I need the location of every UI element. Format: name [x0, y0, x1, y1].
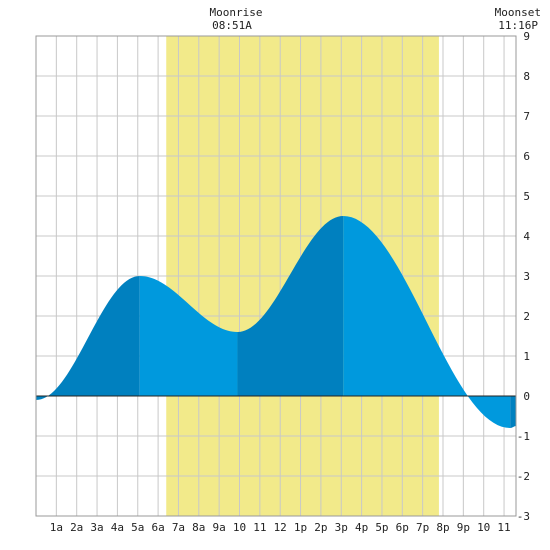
x-tick-label: 1p: [294, 521, 307, 534]
y-tick-label: 8: [523, 70, 530, 83]
x-tick-label: 7a: [172, 521, 185, 534]
y-tick-label: 5: [523, 190, 530, 203]
x-tick-label: 9a: [213, 521, 226, 534]
x-tick-label: 8a: [192, 521, 205, 534]
tide-segment-rising: [237, 216, 344, 396]
tide-segment-falling: [139, 276, 238, 396]
y-tick-label: -1: [517, 430, 530, 443]
y-tick-label: 6: [523, 150, 530, 163]
y-tick-label: 0: [523, 390, 530, 403]
moonset-time: 11:16P: [498, 19, 538, 32]
tide-segment-falling: [343, 216, 511, 428]
x-tick-label: 10: [233, 521, 246, 534]
x-tick-label: 10: [477, 521, 490, 534]
tide-segment-rising: [510, 396, 517, 428]
x-tick-label: 3p: [335, 521, 348, 534]
y-tick-label: 9: [523, 30, 530, 43]
moonset-label: Moonset: [495, 6, 541, 19]
x-tick-label: 7p: [416, 521, 429, 534]
y-tick-label: 2: [523, 310, 530, 323]
x-tick-label: 6a: [151, 521, 164, 534]
y-tick-label: -3: [517, 510, 530, 523]
x-tick-label: 9p: [457, 521, 470, 534]
x-tick-label: 4a: [111, 521, 124, 534]
x-tick-label: 5p: [375, 521, 388, 534]
x-tick-label: 1a: [50, 521, 63, 534]
x-tick-label: 6p: [396, 521, 409, 534]
x-tick-label: 11: [497, 521, 510, 534]
x-tick-label: 11: [253, 521, 266, 534]
x-tick-label: 3a: [90, 521, 103, 534]
x-tick-label: 4p: [355, 521, 368, 534]
x-tick-label: 2a: [70, 521, 83, 534]
moonrise-label: Moonrise: [210, 6, 263, 19]
x-tick-label: 12: [274, 521, 287, 534]
x-tick-label: 2p: [314, 521, 327, 534]
y-tick-label: 4: [523, 230, 530, 243]
y-tick-label: -2: [517, 470, 530, 483]
tide-segment-rising: [36, 276, 140, 400]
x-tick-label: 5a: [131, 521, 144, 534]
y-tick-label: 1: [523, 350, 530, 363]
moonrise-time: 08:51A: [212, 19, 252, 32]
y-tick-label: 3: [523, 270, 530, 283]
x-tick-label: 8p: [436, 521, 449, 534]
plot-frame: [35, 35, 517, 517]
y-tick-label: 7: [523, 110, 530, 123]
